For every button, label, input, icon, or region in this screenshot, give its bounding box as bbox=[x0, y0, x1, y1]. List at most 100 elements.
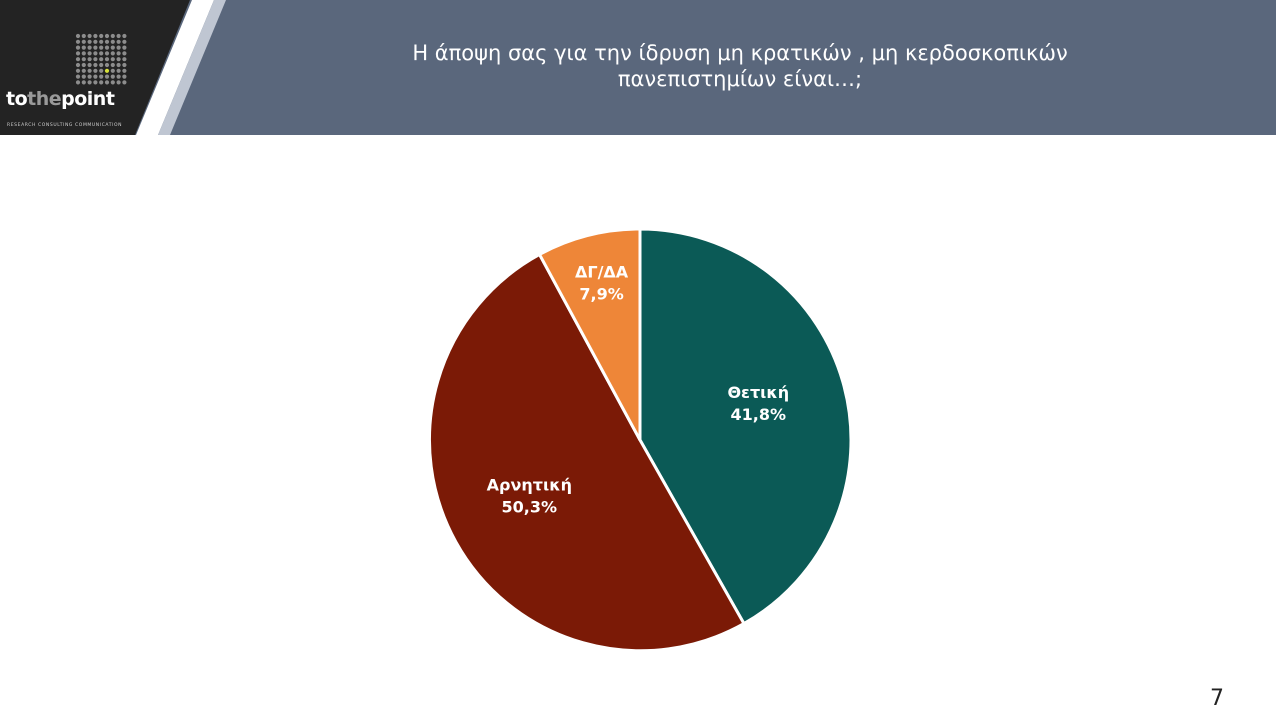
logo-dot bbox=[87, 80, 92, 85]
logo-dot bbox=[87, 74, 92, 79]
logo-dot bbox=[81, 62, 86, 68]
logo-dot bbox=[93, 80, 98, 85]
logo-dot-grid-icon bbox=[75, 33, 127, 85]
logo-dot bbox=[116, 45, 121, 50]
logo-dot bbox=[99, 51, 104, 56]
logo-dot bbox=[93, 74, 98, 79]
slice-data-label: ΔΓ/ΔΑ 7,9% bbox=[575, 263, 629, 304]
logo-dot bbox=[81, 51, 86, 56]
logo-dot bbox=[104, 51, 110, 56]
logo-dot bbox=[99, 74, 104, 79]
logo-dot bbox=[110, 74, 115, 79]
logo-dot bbox=[122, 51, 127, 56]
logo-dot bbox=[122, 33, 127, 39]
logo-dot bbox=[110, 57, 115, 62]
logo-dot bbox=[93, 45, 98, 50]
logo-dot bbox=[110, 45, 115, 50]
logo-dot bbox=[81, 68, 86, 73]
slice-value-label: 41,8% bbox=[731, 405, 787, 424]
logo-dot bbox=[122, 45, 127, 50]
slice-category-label: Αρνητική bbox=[487, 475, 572, 494]
logo-dot bbox=[104, 45, 110, 50]
pie-slice bbox=[638, 227, 853, 626]
logo-dot bbox=[122, 68, 127, 73]
logo-dot bbox=[116, 80, 121, 85]
logo-dot bbox=[75, 45, 81, 50]
page-number: 7 bbox=[1210, 686, 1224, 711]
logo-dot bbox=[104, 74, 110, 79]
pie-chart: Θετική 41,8% Αρνητική 50,3% ΔΓ/ΔΑ 7,9% bbox=[427, 227, 853, 653]
logo-dot bbox=[93, 33, 98, 39]
logo-dot bbox=[99, 45, 104, 50]
logo-dot bbox=[87, 57, 92, 62]
logo-dot bbox=[110, 33, 115, 39]
logo-dot bbox=[104, 62, 110, 68]
logo-dot bbox=[104, 80, 110, 85]
pie-slice bbox=[427, 252, 746, 653]
logo-dot bbox=[104, 57, 110, 62]
header-white-stripe bbox=[136, 0, 214, 135]
logo-dot bbox=[122, 74, 127, 79]
logo-dot bbox=[104, 33, 110, 39]
logo-dot bbox=[99, 62, 104, 68]
logo-dot bbox=[116, 62, 121, 68]
slice-data-label: Θετική 41,8% bbox=[727, 383, 789, 424]
logo-dot bbox=[87, 68, 92, 73]
logo-dot bbox=[110, 39, 115, 44]
logo-dot bbox=[75, 39, 81, 44]
logo-dot bbox=[81, 80, 86, 85]
logo-dot bbox=[75, 80, 81, 85]
logo-dot bbox=[110, 80, 115, 85]
logo-dot bbox=[81, 33, 86, 39]
logo-dot bbox=[75, 74, 81, 79]
slide-title-line-1: Η άποψη σας για την ίδρυση μη κρατικών ,… bbox=[412, 41, 1068, 65]
slice-category-label: ΔΓ/ΔΑ bbox=[575, 263, 629, 282]
logo-dot bbox=[122, 80, 127, 85]
logo-dot bbox=[116, 57, 121, 62]
logo-dot bbox=[110, 51, 115, 56]
header-banner bbox=[0, 0, 1276, 135]
logo-dot bbox=[104, 39, 110, 44]
slice-data-label: Αρνητική 50,3% bbox=[487, 475, 572, 516]
logo-dot bbox=[116, 33, 121, 39]
logo-dot bbox=[99, 80, 104, 85]
logo-dot bbox=[116, 51, 121, 56]
logo-dot bbox=[122, 39, 127, 44]
logo-dot bbox=[81, 45, 86, 50]
logo-dot bbox=[81, 39, 86, 44]
logo-dot bbox=[93, 68, 98, 73]
logo-dot bbox=[99, 33, 104, 39]
logo-dot bbox=[75, 51, 81, 56]
logo-dot bbox=[122, 62, 127, 68]
slice-category-label: Θετική bbox=[727, 383, 789, 402]
logo-dot bbox=[122, 57, 127, 62]
logo-dot bbox=[87, 39, 92, 44]
slice-value-label: 7,9% bbox=[579, 285, 623, 304]
logo-dot bbox=[87, 33, 92, 39]
logo-dot bbox=[104, 68, 110, 73]
slide-title-line-2: πανεπιστημίων είναι…; bbox=[617, 67, 863, 91]
logo-dot bbox=[99, 39, 104, 44]
logo-dot bbox=[116, 68, 121, 73]
logo-dot bbox=[87, 45, 92, 50]
logo-dot bbox=[75, 57, 81, 62]
logo-dot bbox=[116, 74, 121, 79]
logo-dot bbox=[93, 57, 98, 62]
logo-panel bbox=[0, 0, 190, 135]
logo-dot bbox=[81, 57, 86, 62]
logo-dot bbox=[116, 39, 121, 44]
logo-dot bbox=[87, 62, 92, 68]
logo-dot bbox=[75, 62, 81, 68]
logo-dot bbox=[110, 62, 115, 68]
logo-dot bbox=[99, 57, 104, 62]
logo-dot bbox=[93, 39, 98, 44]
slice-value-label: 50,3% bbox=[502, 497, 558, 516]
logo-wordmark: tothepoint bbox=[6, 88, 115, 110]
pie-slice bbox=[538, 227, 642, 442]
logo-dot bbox=[81, 74, 86, 79]
logo-dot bbox=[75, 33, 81, 39]
logo-dot bbox=[110, 68, 115, 73]
logo-dot bbox=[99, 68, 104, 73]
logo-dot bbox=[75, 68, 81, 73]
logo-dot bbox=[93, 62, 98, 68]
